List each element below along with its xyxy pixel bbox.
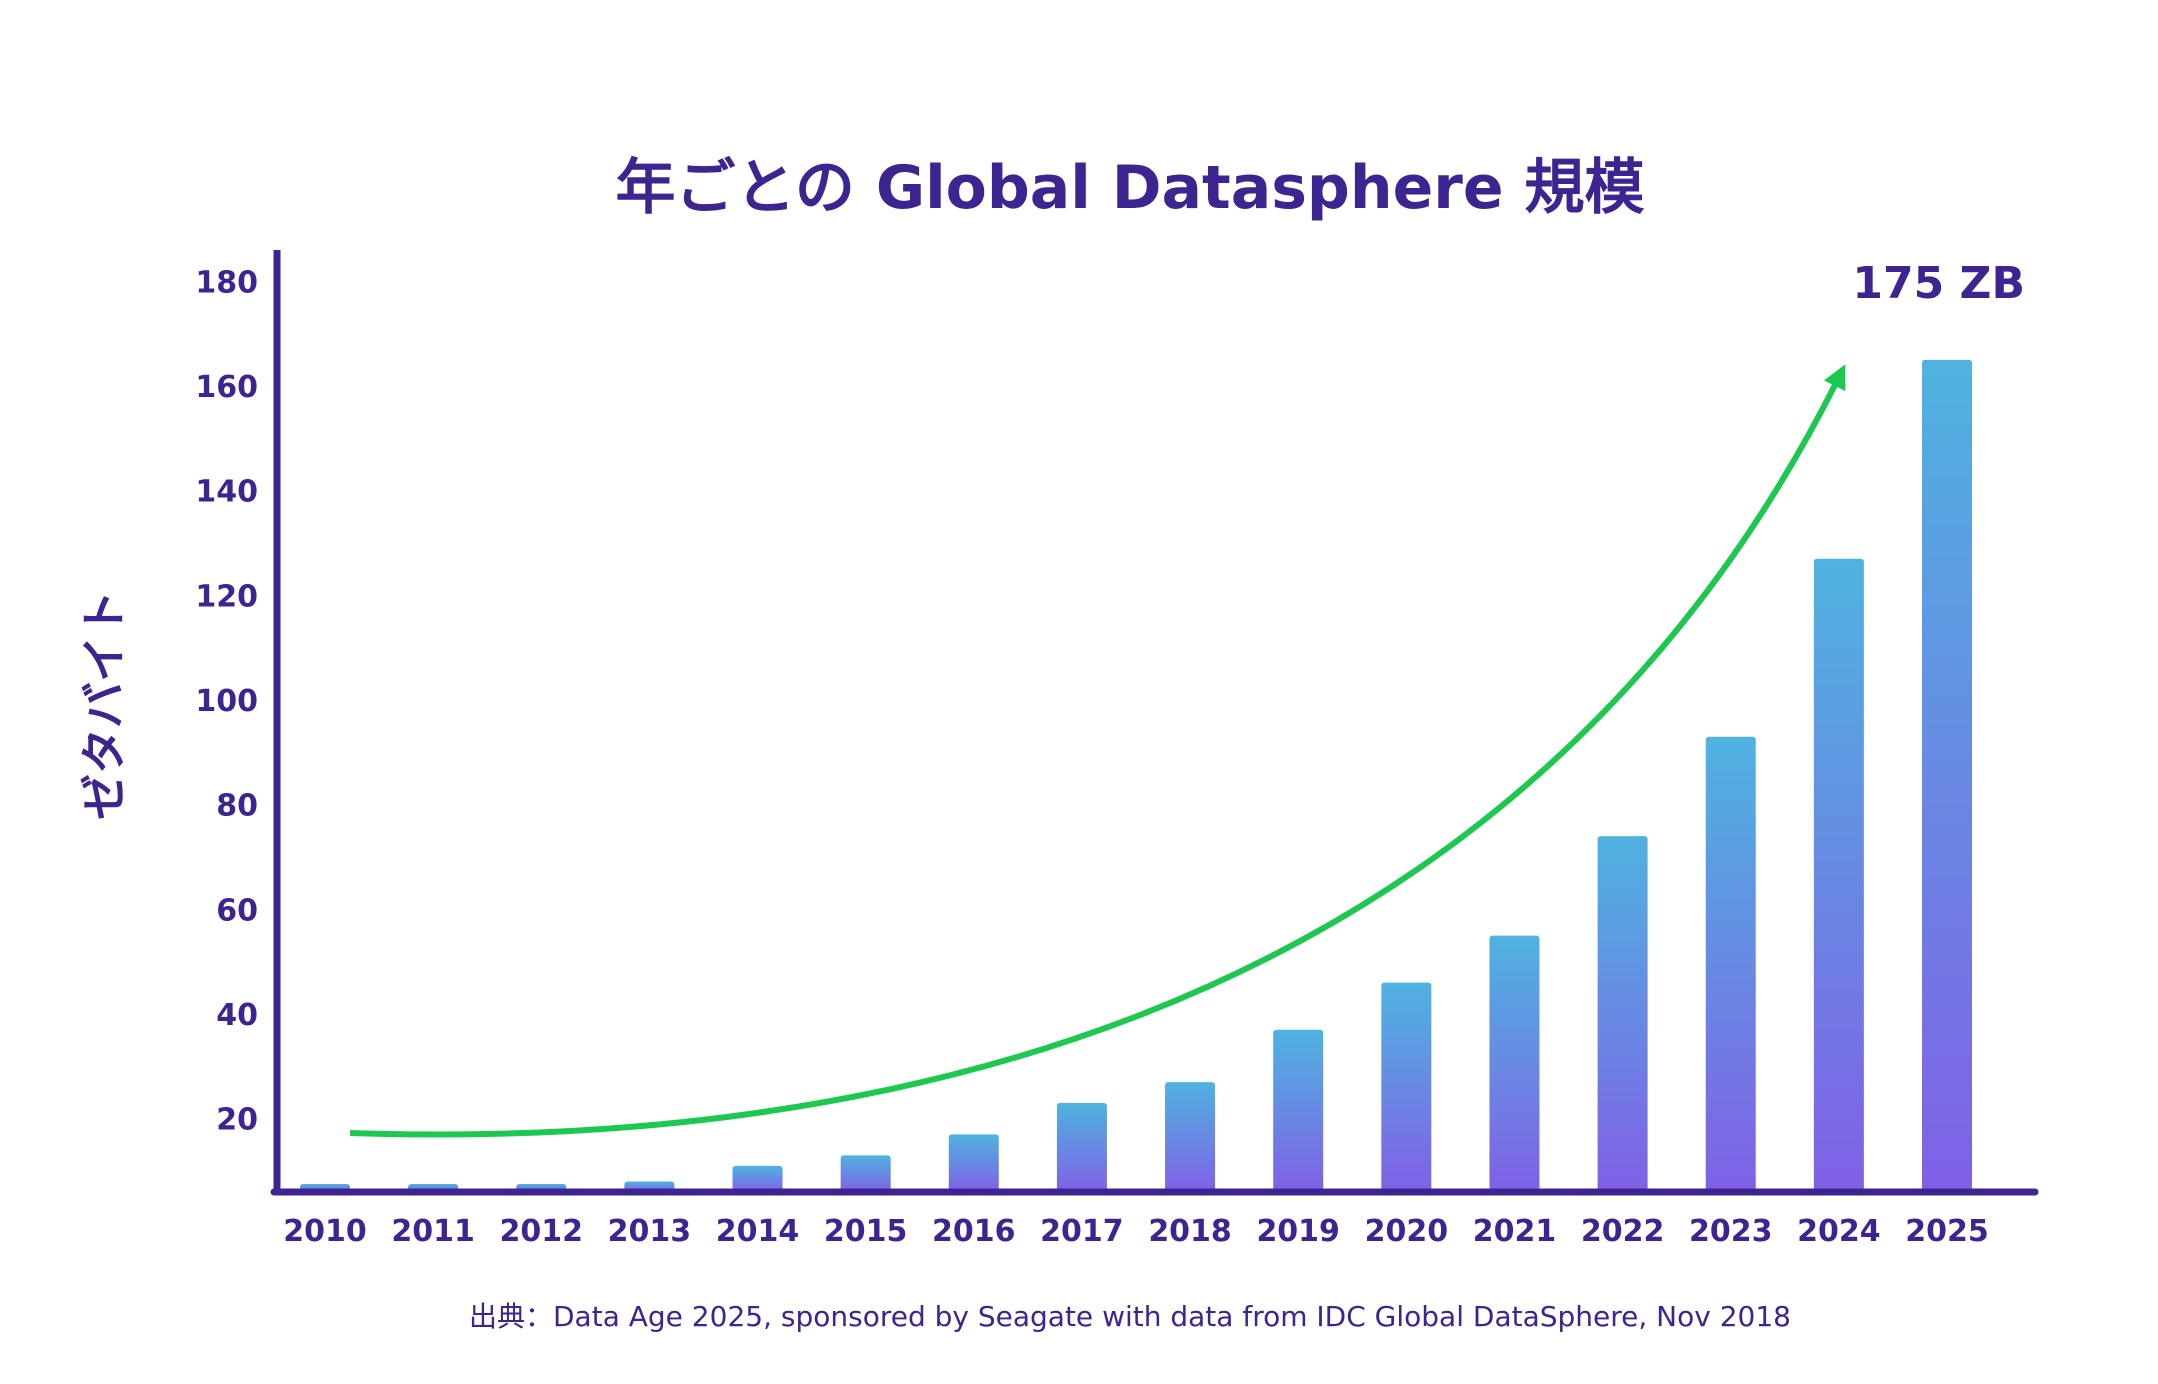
bar-2023: [1705, 736, 1756, 1192]
annotation-175zb: 175 ZB: [1852, 258, 2025, 309]
x-tick-label: 2010: [283, 1214, 367, 1249]
bar-2014: [732, 1165, 783, 1192]
trend-arrow: [349, 364, 1846, 1138]
bar-2025: [1922, 359, 1972, 1192]
y-tick-label: 100: [195, 684, 258, 719]
x-tick-label: 2021: [1473, 1214, 1557, 1249]
x-tick-label: 2014: [716, 1214, 800, 1249]
bar-2019: [1273, 1029, 1324, 1192]
y-tick-label: 40: [216, 998, 258, 1033]
source-note: 出典：Data Age 2025, sponsored by Seagate w…: [469, 1300, 1791, 1333]
bar-2018: [1165, 1082, 1216, 1192]
y-tick-label: 160: [195, 370, 258, 405]
bar-2021: [1489, 935, 1540, 1192]
chart-title: 年ごとの Global Datasphere 規模: [616, 153, 1645, 223]
y-tick-label: 20: [216, 1103, 258, 1138]
x-tick-label: 2019: [1256, 1214, 1340, 1249]
x-tick-label: 2023: [1689, 1214, 1773, 1249]
bar-2015: [840, 1155, 891, 1192]
bar-2024: [1813, 558, 1864, 1192]
x-tick-label: 2011: [391, 1214, 475, 1249]
source-text: Data Age 2025, sponsored by Seagate with…: [553, 1300, 1791, 1333]
x-tick-label: 2020: [1365, 1214, 1449, 1249]
x-tick-label: 2025: [1905, 1214, 1989, 1249]
x-tick-label: 2024: [1797, 1214, 1881, 1249]
bar-2020: [1381, 982, 1432, 1192]
bar-2022: [1597, 836, 1648, 1192]
y-tick-label: 60: [216, 893, 258, 928]
y-tick-label: 140: [195, 475, 258, 510]
bar-2016: [948, 1134, 999, 1192]
x-tick-label: 2013: [608, 1214, 692, 1249]
x-tick-label: 2012: [500, 1214, 584, 1249]
y-axis-label: ゼタバイト: [77, 590, 131, 820]
x-tick-label: 2017: [1040, 1214, 1124, 1249]
bar-2017: [1056, 1103, 1107, 1192]
y-ticks: 20 40 60 80 100 120 140 160 180: [195, 265, 258, 1137]
x-ticks: 2010 2011 2012 2013 2014 2015 2016 2017 2018 2019…: [283, 1214, 1989, 1249]
x-tick-label: 2018: [1148, 1214, 1232, 1249]
y-tick-label: 180: [195, 265, 258, 300]
y-tick-label: 80: [216, 789, 258, 824]
x-tick-label: 2022: [1581, 1214, 1665, 1249]
source-prefix: 出典：: [469, 1300, 553, 1333]
x-tick-label: 2016: [932, 1214, 1016, 1249]
x-tick-label: 2015: [824, 1214, 908, 1249]
y-tick-label: 120: [195, 579, 258, 614]
bars-group: [300, 359, 1972, 1192]
